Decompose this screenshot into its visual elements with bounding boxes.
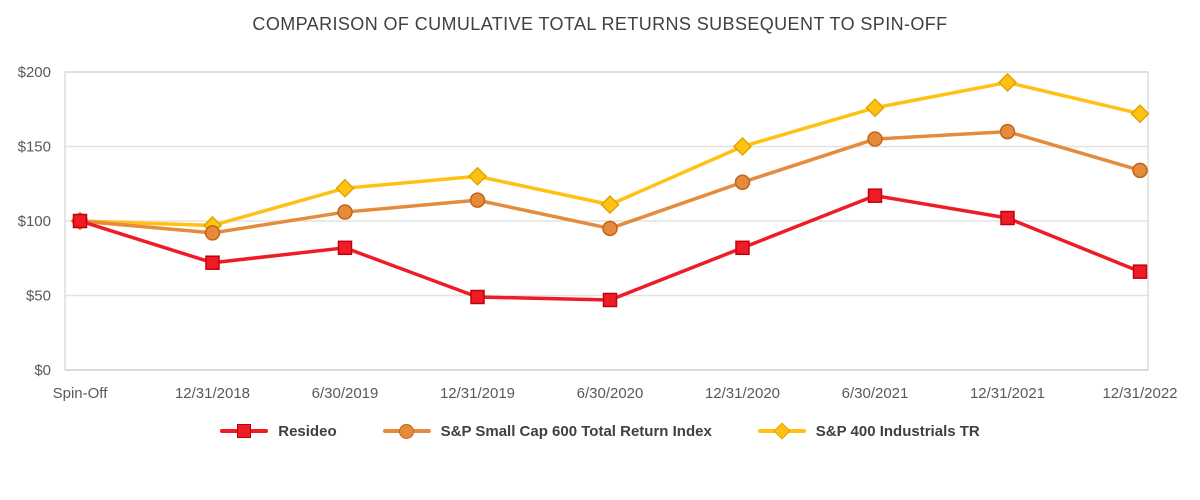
legend-item-resideo: Resideo — [220, 422, 337, 440]
legend-label-sp-small-cap-600: S&P Small Cap 600 Total Return Index — [440, 422, 712, 440]
sp400-diamond-marker-icon — [757, 422, 806, 440]
legend-label-sp-400-industrials: S&P 400 Industrials TR — [815, 422, 980, 440]
svg-text:12/31/2022: 12/31/2022 — [1102, 385, 1177, 402]
sp600-circle-marker-icon — [382, 422, 431, 440]
svg-text:12/31/2018: 12/31/2018 — [175, 385, 250, 402]
svg-text:12/31/2020: 12/31/2020 — [705, 385, 780, 402]
svg-text:6/30/2021: 6/30/2021 — [842, 385, 909, 402]
returns-line-chart: $0 $50 $100 $150 $200 Spin-Off 12/31/2018 6/30/… — [18, 64, 1178, 402]
svg-text:$50: $50 — [26, 288, 51, 305]
svg-text:$0: $0 — [34, 362, 51, 379]
svg-text:6/30/2019: 6/30/2019 — [312, 385, 379, 402]
resideo-square-marker-icon — [220, 422, 269, 440]
legend-item-sp-small-cap-600: S&P Small Cap 600 Total Return Index — [382, 422, 712, 440]
chart-title: COMPARISON OF CUMULATIVE TOTAL RETURNS S… — [252, 14, 948, 34]
legend: Resideo S&P Small Cap 600 Total Return I… — [0, 422, 1200, 440]
svg-text:$150: $150 — [18, 139, 51, 156]
svg-text:12/31/2021: 12/31/2021 — [970, 385, 1045, 402]
svg-text:Spin-Off: Spin-Off — [53, 385, 109, 402]
svg-text:12/31/2019: 12/31/2019 — [440, 385, 515, 402]
svg-text:6/30/2020: 6/30/2020 — [577, 385, 644, 402]
svg-text:$200: $200 — [18, 64, 51, 81]
legend-item-sp-400-industrials: S&P 400 Industrials TR — [757, 422, 980, 440]
legend-label-resideo: Resideo — [278, 422, 337, 440]
svg-text:$100: $100 — [18, 213, 51, 230]
